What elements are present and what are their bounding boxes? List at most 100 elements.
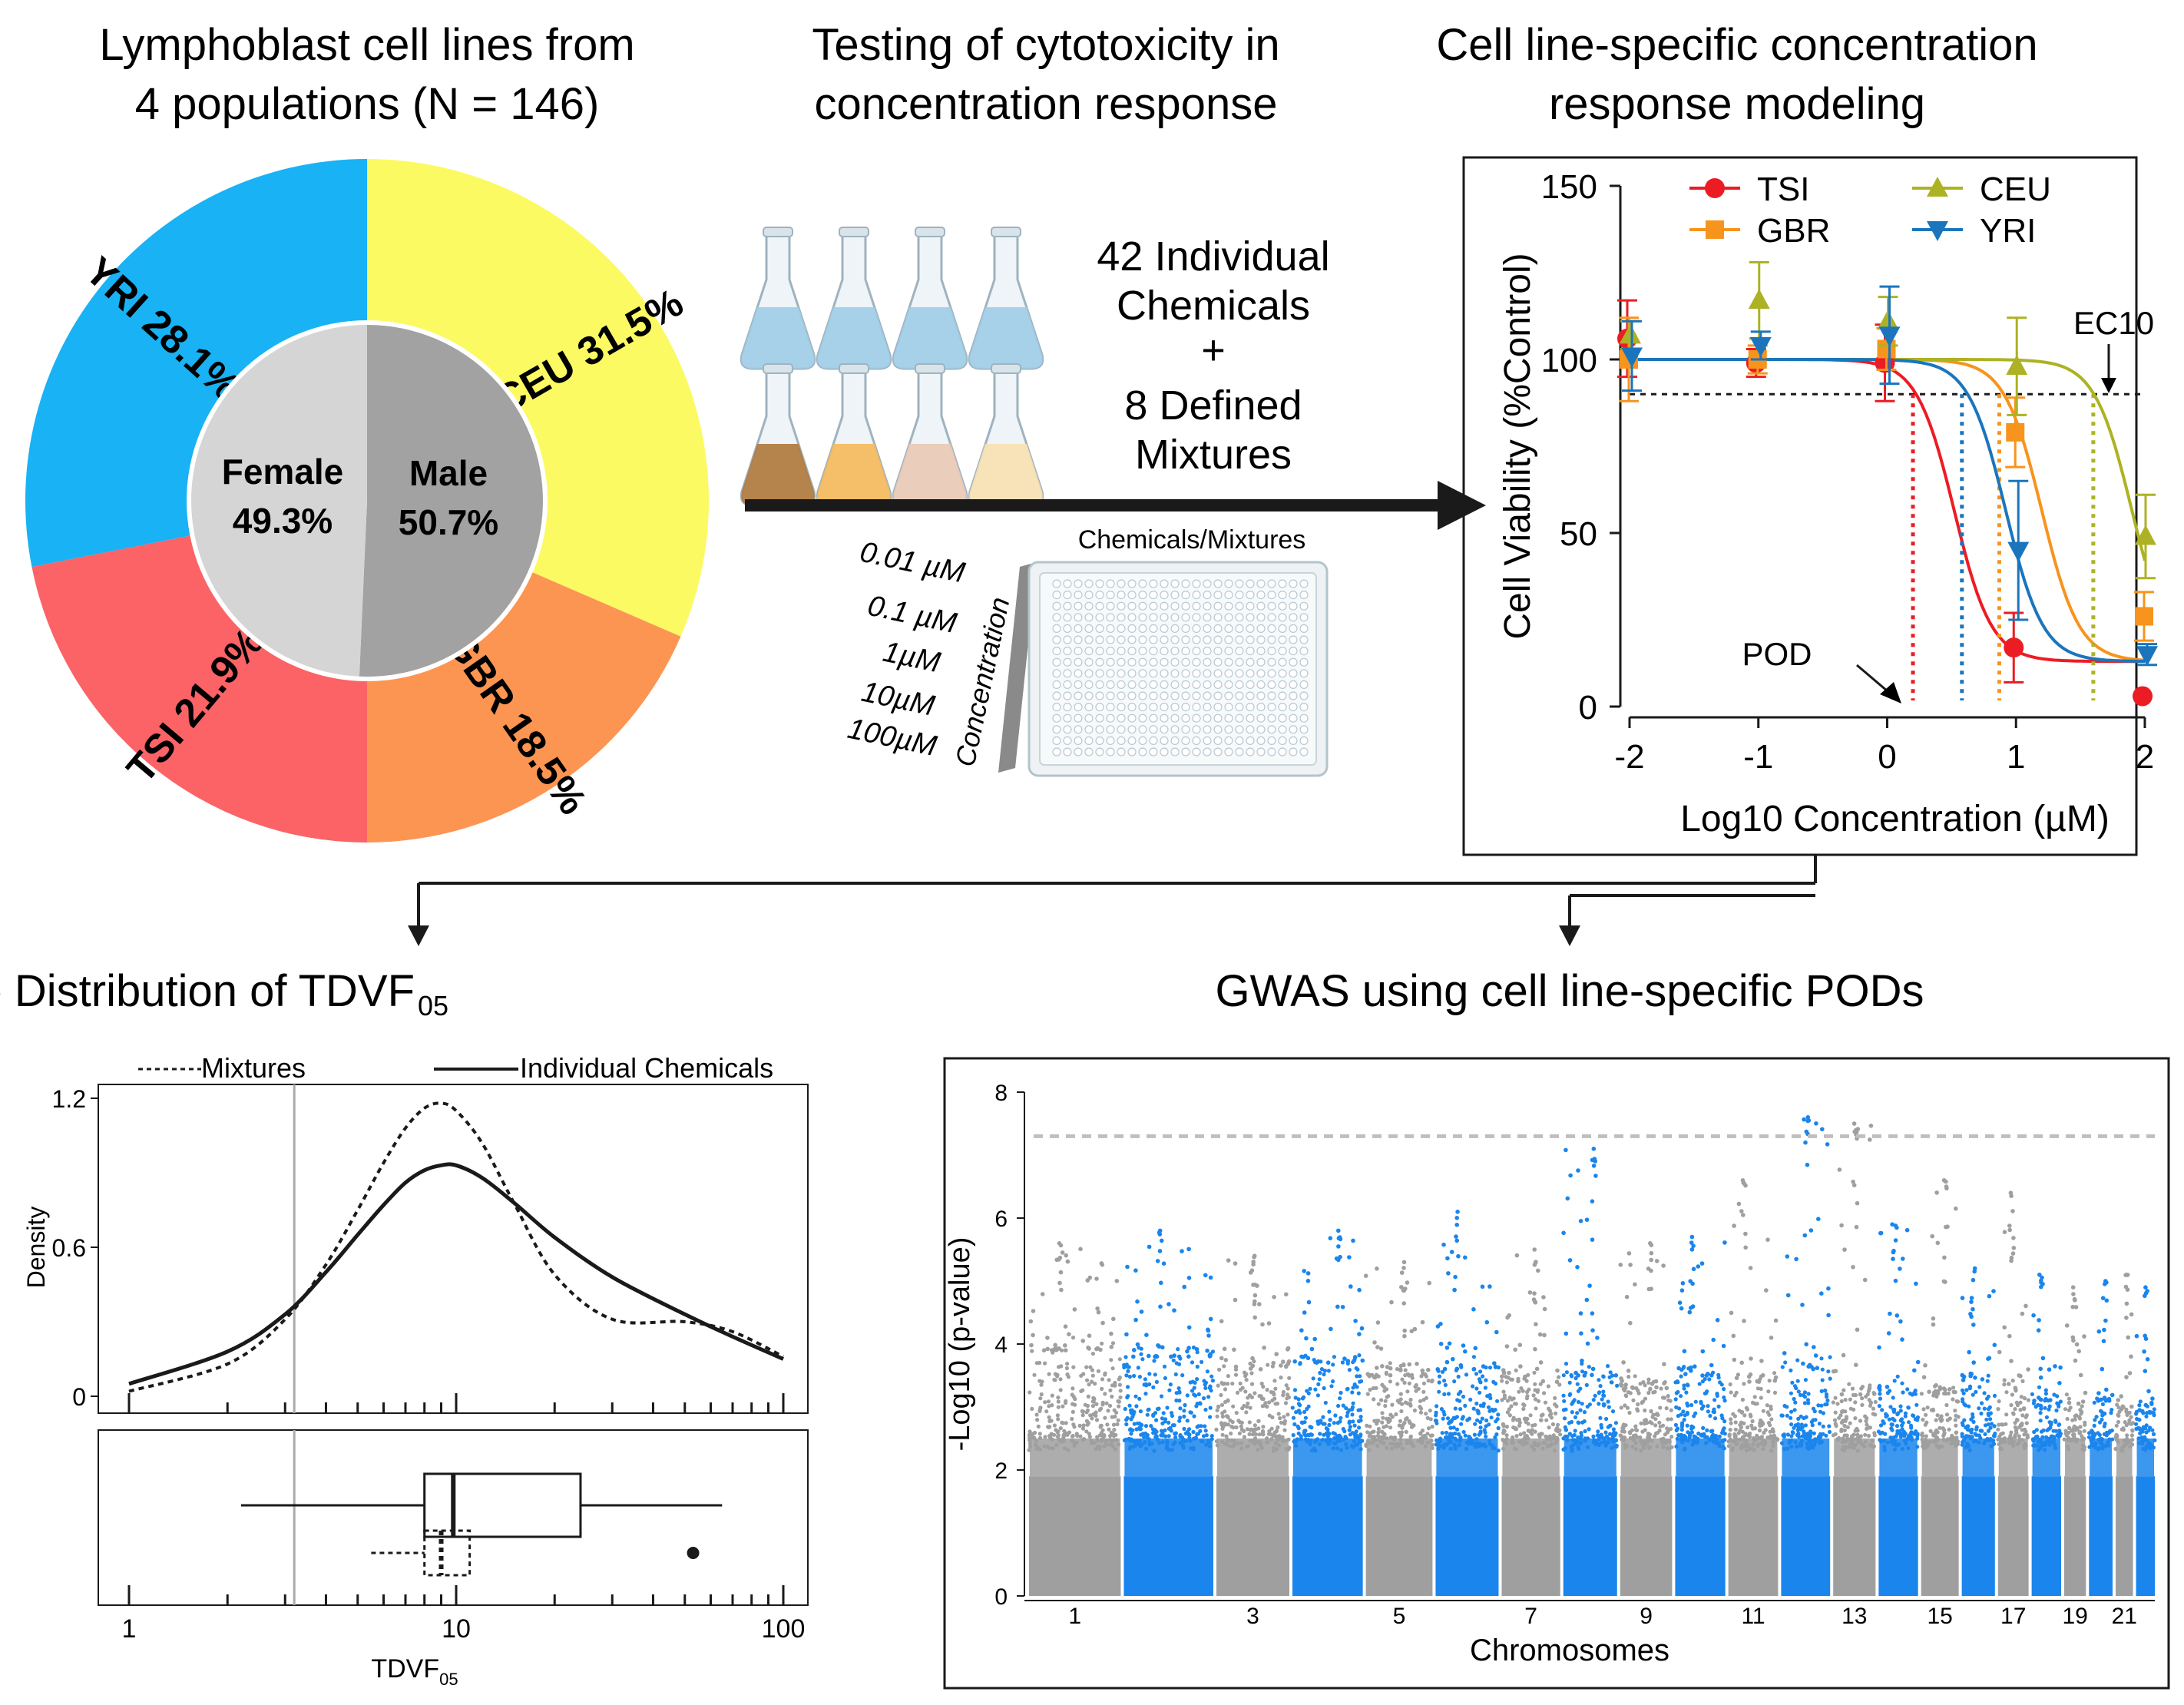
snp-point: [2093, 1441, 2098, 1445]
snp-point: [1754, 1437, 1759, 1442]
snp-point: [1795, 1379, 1800, 1383]
snp-point-high: [2096, 1329, 2102, 1334]
snp-point: [1860, 1396, 1865, 1401]
plate-well: [1106, 669, 1115, 678]
snp-point: [1601, 1374, 1606, 1379]
snp-point-high: [1272, 1295, 1276, 1299]
chromosome-band: [1216, 1476, 1289, 1596]
snp-point-high: [2013, 1386, 2018, 1390]
snp-peak: [1691, 1266, 1696, 1272]
snp-point: [1860, 1385, 1865, 1389]
snp-point: [1789, 1434, 1794, 1438]
snp-point: [1170, 1411, 1174, 1415]
flask-blue: [740, 227, 816, 370]
snp-point: [1864, 1394, 1868, 1399]
snp-point: [1885, 1440, 1890, 1445]
snp-point: [1306, 1391, 1311, 1395]
plate-well: [1074, 657, 1083, 667]
snp-point: [1534, 1406, 1538, 1411]
snp-point: [1365, 1392, 1370, 1396]
snp-point: [1623, 1445, 1627, 1450]
snp-point: [1237, 1431, 1242, 1435]
snp-point: [1242, 1370, 1247, 1375]
mixtures-text: Mixtures: [1135, 432, 1292, 478]
panel3-title-line2: response modeling: [1549, 79, 1925, 129]
snp-point: [2078, 1408, 2083, 1412]
snp-point: [1733, 1427, 1738, 1432]
flask-mixture: [816, 363, 892, 507]
snp-point: [1676, 1414, 1680, 1419]
snp-point: [1978, 1429, 1983, 1433]
snp-point-high: [1894, 1313, 1900, 1318]
snp-point: [1473, 1442, 1478, 1446]
snp-point: [1331, 1431, 1335, 1435]
snp-point: [1335, 1421, 1340, 1425]
snp-point: [1240, 1386, 1245, 1390]
y-tick-label: 100: [1541, 342, 1597, 379]
snp-point: [1286, 1437, 1291, 1442]
plate-well: [1267, 613, 1276, 622]
snp-point: [1561, 1393, 1566, 1398]
snp-peak: [1944, 1179, 1948, 1184]
snp-point: [1405, 1389, 1410, 1394]
snp-point: [1501, 1422, 1505, 1426]
snp-point: [2049, 1440, 2053, 1445]
snp-point: [1395, 1366, 1400, 1372]
snp-point: [1159, 1394, 1164, 1399]
snp-point: [1921, 1441, 1925, 1445]
snp-point: [1104, 1438, 1109, 1442]
snp-point: [1831, 1400, 1835, 1405]
snp-point: [1242, 1403, 1246, 1409]
snp-point: [1239, 1424, 1243, 1429]
snp-peak: [1155, 1259, 1160, 1263]
snp-point: [1844, 1415, 1849, 1419]
snp-point: [1063, 1401, 1068, 1405]
plate-well: [1160, 680, 1169, 690]
snp-point: [1971, 1392, 1975, 1397]
snp-point: [1665, 1426, 1669, 1431]
snp-point: [1259, 1445, 1264, 1451]
snp-point: [1951, 1386, 1956, 1390]
snp-point: [1385, 1395, 1389, 1399]
snp-point: [1809, 1419, 1814, 1424]
plate-well: [1138, 702, 1147, 712]
snp-point: [1206, 1395, 1211, 1399]
snp-point: [2115, 1433, 2119, 1438]
snp-point: [1717, 1444, 1722, 1448]
snp-point-high: [1573, 1370, 1578, 1376]
plate-well: [1149, 702, 1158, 712]
snp-point: [2072, 1432, 2076, 1437]
snp-point-high: [1423, 1372, 1428, 1377]
snp-point: [1881, 1421, 1886, 1425]
snp-point: [1865, 1422, 1869, 1427]
snp-point: [1441, 1443, 1445, 1448]
snp-point: [1685, 1410, 1689, 1415]
snp-peak: [1336, 1236, 1342, 1241]
plate-well: [1278, 624, 1287, 634]
snp-point-high: [1851, 1183, 1857, 1187]
snp-point-high: [1630, 1386, 1636, 1390]
snp-point-high: [1292, 1359, 1297, 1364]
snp-point: [1430, 1425, 1434, 1429]
snp-point: [1282, 1419, 1287, 1424]
snp-point: [2043, 1392, 2048, 1396]
plate-well: [1074, 747, 1083, 756]
snp-point: [1204, 1433, 1209, 1438]
snp-point: [1302, 1409, 1307, 1415]
snp-point: [1278, 1416, 1282, 1421]
snp-point-high: [1206, 1327, 1210, 1333]
snp-point-high: [1868, 1124, 1874, 1128]
snp-point: [1674, 1405, 1679, 1409]
snp-point: [1223, 1409, 1227, 1414]
snp-point: [1850, 1386, 1855, 1391]
snp-point: [1408, 1397, 1413, 1402]
snp-point: [1729, 1421, 1733, 1425]
snp-point: [1414, 1382, 1418, 1388]
snp-point-high: [1582, 1373, 1587, 1378]
snp-point: [1575, 1439, 1580, 1444]
snp-point-high: [1837, 1167, 1842, 1172]
snp-point: [1494, 1432, 1499, 1437]
snp-point-high: [1804, 1342, 1808, 1347]
snp-point: [1501, 1446, 1506, 1451]
legend-marker: [1705, 178, 1725, 198]
